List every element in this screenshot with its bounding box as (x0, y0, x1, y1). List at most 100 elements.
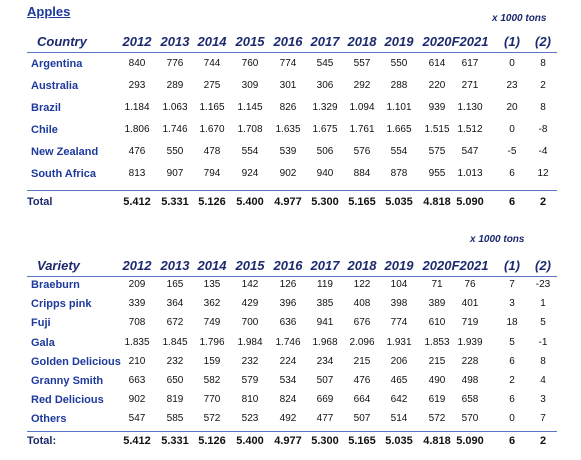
cell: 498 (461, 375, 479, 386)
row-label: Argentina (31, 58, 83, 70)
cell: 429 (241, 298, 259, 310)
cell: 8 (540, 58, 546, 69)
cell: 76 (464, 279, 476, 290)
cell: 1.931 (386, 336, 412, 348)
total-cell: 5.165 (348, 196, 376, 208)
cell: 478 (203, 146, 221, 157)
row-label: South Africa (31, 168, 96, 180)
column-header: 2020 (422, 34, 452, 49)
cell: 676 (353, 317, 371, 329)
cell: 210 (128, 355, 146, 367)
cell: 579 (241, 375, 259, 386)
cell: 2.096 (349, 336, 375, 348)
total-cell: 5.300 (311, 435, 339, 447)
cell: 1.968 (312, 336, 338, 348)
cell: 5 (509, 336, 515, 348)
total-cell: 5.300 (311, 196, 339, 208)
cell: 664 (353, 394, 371, 406)
column-header: (1) (504, 258, 520, 273)
column-header: 2012 (122, 258, 152, 273)
cell: 884 (353, 168, 371, 179)
cell: 619 (428, 394, 446, 406)
cell: 6 (509, 355, 515, 367)
cell: 585 (166, 413, 184, 425)
total-cell: 5.331 (161, 196, 189, 208)
cell: 1.101 (386, 102, 412, 113)
column-header: (2) (535, 258, 551, 273)
total-cell: 5.400 (236, 435, 264, 447)
column-header: 2013 (160, 258, 190, 273)
cell: 271 (461, 80, 479, 91)
cell: 165 (166, 279, 184, 290)
row-label: Gala (31, 336, 55, 349)
cell: 1.165 (199, 102, 225, 113)
cell: 206 (390, 355, 408, 367)
cell: 293 (128, 80, 146, 91)
cell: 819 (166, 394, 184, 406)
cell: 575 (428, 146, 446, 157)
cell: 1.635 (275, 124, 301, 135)
cell: 1.746 (162, 124, 188, 135)
cell: 547 (461, 146, 479, 157)
cell: 364 (166, 298, 184, 310)
total-cell: 4.818 (423, 196, 451, 208)
cell: 3 (540, 394, 546, 406)
column-header: Variety (37, 258, 80, 273)
cell: 1.013 (457, 168, 483, 179)
cell: 1.761 (349, 124, 375, 135)
cell: 1.512 (457, 124, 483, 135)
cell: 572 (203, 413, 221, 425)
cell: 826 (279, 102, 297, 113)
total-cell: 5.090 (456, 435, 484, 447)
cell: 209 (128, 279, 146, 290)
row-label: Fuji (31, 317, 51, 330)
cell: 142 (241, 279, 259, 290)
column-header: 2019 (384, 34, 414, 49)
cell: 385 (316, 298, 334, 310)
cell: 18 (506, 317, 518, 329)
cell: 1.796 (199, 336, 225, 348)
cell: 902 (128, 394, 146, 406)
cell: 339 (128, 298, 146, 310)
cell: 554 (241, 146, 259, 157)
cell: 220 (428, 80, 446, 91)
cell: 939 (428, 102, 446, 113)
cell: 1.845 (162, 336, 188, 348)
total-cell: 5.412 (123, 196, 151, 208)
page-title: Apples (27, 4, 71, 19)
cell: 514 (390, 413, 408, 425)
cell: -23 (535, 279, 551, 290)
cell: 8 (540, 355, 546, 367)
cell: 614 (428, 58, 446, 69)
cell: 576 (353, 146, 371, 157)
cell: 1.675 (312, 124, 338, 135)
column-header: 2016 (273, 34, 303, 49)
unit-note: x 1000 tons (492, 13, 547, 24)
cell: 0 (509, 413, 515, 425)
cell: 636 (279, 317, 297, 329)
cell: 119 (317, 279, 333, 290)
cell: 539 (279, 146, 297, 157)
cell: 135 (203, 279, 221, 290)
cell: 1.984 (237, 336, 263, 348)
total-cell: 5.412 (123, 435, 151, 447)
cell: 1.130 (457, 102, 483, 113)
total-label: Total (27, 196, 53, 208)
cell: 506 (316, 146, 334, 157)
cell: 490 (428, 375, 446, 386)
total-rule (27, 190, 557, 191)
column-header: 2016 (273, 258, 303, 273)
cell: 12 (537, 168, 549, 179)
cell: 396 (279, 298, 297, 310)
row-label: Braeburn (31, 279, 80, 291)
row-label: Brazil (31, 102, 61, 114)
cell: 477 (316, 413, 334, 425)
cell: 650 (166, 375, 184, 386)
total-cell: 5.126 (198, 196, 226, 208)
cell: 1.184 (124, 102, 150, 113)
cell: -1 (538, 336, 548, 348)
cell: 507 (353, 413, 371, 425)
cell: 507 (316, 375, 334, 386)
total-cell: 6 (508, 435, 516, 447)
